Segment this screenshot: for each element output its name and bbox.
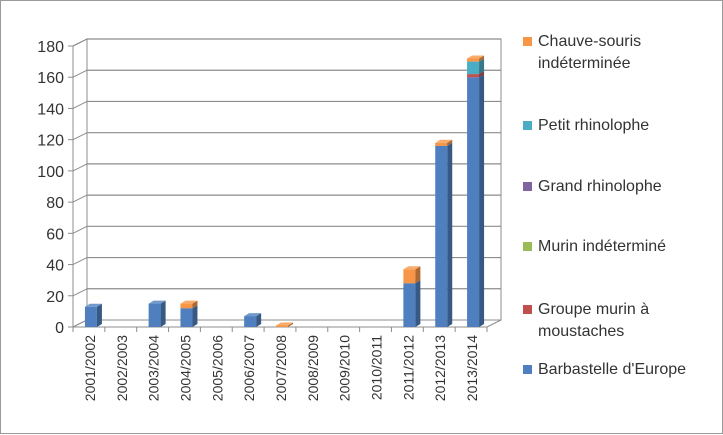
gridline-depth	[72, 194, 88, 203]
side-wall	[72, 38, 88, 328]
bar-segment-top	[276, 322, 293, 326]
legend-label-murin-indetermine: Murin indéterminé	[538, 238, 667, 255]
bar-segment-side	[415, 266, 421, 284]
bar-segment	[467, 58, 480, 62]
y-tick-label: 100	[37, 164, 64, 181]
bar-segment-side	[96, 303, 102, 327]
legend-label-grand-rhinolophe: Grand rhinolophe	[538, 178, 662, 195]
bar-segment-top	[84, 303, 102, 307]
gridline-depth	[72, 100, 88, 109]
bar-segment-side	[415, 280, 421, 327]
bar-segment-side	[288, 322, 293, 327]
bar-segment	[148, 303, 161, 327]
bar-segment-side	[479, 55, 485, 62]
legend-item-murin-indetermine: Murin indéterminé	[523, 236, 718, 258]
bar-segment	[180, 303, 193, 309]
bar-segment	[435, 142, 448, 146]
legend-item-barbastelle: Barbastelle d'Europe	[523, 359, 718, 381]
x-tick-label: 2007/2008	[273, 335, 289, 401]
bar-segment-side	[479, 74, 485, 327]
bar-segment-side	[160, 300, 166, 327]
legend-swatch-barbastelle	[523, 365, 532, 374]
legend-swatch-murin-indetermine	[523, 242, 532, 251]
x-tick-label: 2008/2009	[305, 335, 321, 401]
bar-segment	[467, 74, 480, 78]
x-tick-label: 2003/2004	[146, 335, 162, 401]
legend-item-chauve-souris: Chauve-souris indéterminée	[523, 31, 718, 75]
x-tick-label: 2001/2002	[82, 335, 98, 401]
x-tick-label: 2012/2013	[432, 335, 448, 401]
legend-label-barbastelle: Barbastelle d'Europe	[538, 361, 687, 378]
bar-segment	[403, 283, 416, 327]
y-tick-label: 20	[46, 289, 64, 306]
gridline-depth	[72, 225, 88, 234]
y-tick-label: 0	[55, 320, 64, 337]
x-tick-label: 2010/2011	[369, 335, 385, 400]
y-tick-label: 80	[46, 195, 64, 212]
bar-segment-top	[467, 55, 485, 59]
bar-segment	[467, 61, 480, 75]
bar-segment	[467, 77, 480, 327]
legend-swatch-grand-rhinolophe	[523, 182, 532, 191]
bar-segment-top	[435, 139, 453, 143]
legend-label-petit-rhinolophe: Petit rhinolophe	[538, 117, 650, 134]
y-tick-label: 160	[37, 70, 64, 87]
bar-segment-side	[192, 300, 198, 309]
y-tick-label: 60	[46, 226, 64, 243]
x-tick-label: 2005/2006	[209, 335, 225, 401]
x-tick-label: 2013/2014	[464, 335, 480, 401]
x-tick-label: 2002/2003	[114, 335, 130, 401]
x-tick-label: 2009/2010	[337, 335, 353, 401]
bar-segment-side	[447, 142, 453, 327]
legend-item-grand-rhinolophe: Grand rhinolophe	[523, 176, 718, 198]
gridline-depth	[72, 163, 88, 172]
legend-swatch-groupe-murin	[523, 305, 532, 314]
y-tick-label: 40	[46, 258, 64, 275]
x-tick-label: 2004/2005	[177, 335, 193, 401]
y-tick-label: 180	[37, 39, 64, 56]
y-tick-label: 120	[37, 133, 64, 150]
legend-item-petit-rhinolophe: Petit rhinolophe	[523, 115, 718, 137]
bar-segment	[276, 325, 288, 327]
bar-segment-side	[256, 313, 262, 327]
bar-segment	[403, 269, 416, 284]
bar-segment	[84, 306, 97, 327]
bar-segment-side	[479, 58, 485, 75]
bar-segment	[180, 308, 193, 327]
gridline-depth	[72, 69, 88, 78]
legend-label-chauve-souris: Chauve-souris indéterminée	[538, 33, 642, 72]
bar-segment	[435, 145, 448, 327]
gridline-depth	[72, 257, 88, 266]
legend-swatch-petit-rhinolophe	[523, 121, 532, 130]
bar-segment-top	[403, 266, 421, 270]
bar-segment-side	[479, 71, 485, 78]
gridline-depth	[72, 288, 88, 297]
gridline-depth	[72, 38, 88, 47]
gridline-depth	[72, 132, 88, 141]
bar-segment-top	[180, 300, 198, 304]
x-tick-label: 2011/2012	[400, 335, 416, 400]
bar-segment	[244, 316, 257, 327]
back-wall	[86, 38, 502, 321]
bar-segment-side	[192, 305, 198, 327]
legend-item-groupe-murin: Groupe murin à moustaches	[523, 299, 718, 343]
bar-segment-side	[447, 139, 453, 146]
legend-label-groupe-murin: Groupe murin à moustaches	[538, 301, 650, 340]
bar-segment-top	[148, 300, 166, 304]
x-tick-label: 2006/2007	[241, 335, 257, 401]
legend-swatch-chauve-souris	[523, 37, 532, 46]
bar-segment-top	[244, 313, 262, 317]
y-tick-label: 140	[37, 101, 64, 118]
